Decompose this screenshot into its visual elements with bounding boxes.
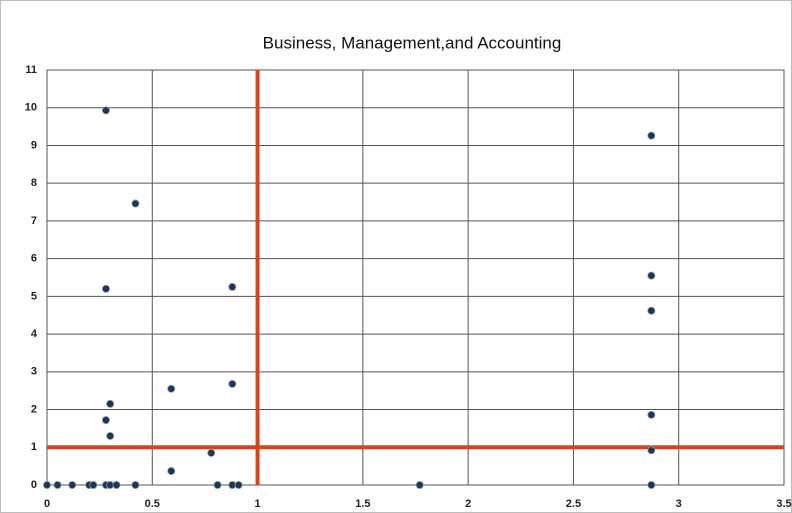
y-tick-label: 3 (31, 366, 37, 378)
point (228, 379, 237, 388)
y-tick-label: 9 (31, 139, 37, 151)
point (167, 384, 176, 393)
x-tick-label: 3.5 (776, 498, 791, 510)
point (647, 271, 656, 280)
x-tick-label: 1.5 (355, 498, 370, 510)
point (228, 282, 237, 291)
x-tick-label: 0 (44, 498, 50, 510)
point (234, 480, 243, 489)
point (101, 106, 110, 115)
point (112, 480, 121, 489)
x-tick-label: 0.5 (145, 498, 160, 510)
point (131, 199, 140, 208)
plot-area (46, 69, 785, 486)
point (106, 399, 115, 408)
y-tick-label: 10 (25, 102, 37, 114)
point (167, 467, 176, 476)
point (415, 480, 424, 489)
point (101, 416, 110, 425)
x-tick-label: 2.5 (566, 498, 581, 510)
y-tick-label: 2 (31, 403, 37, 415)
point (53, 480, 62, 489)
y-tick-label: 5 (31, 290, 37, 302)
point (647, 306, 656, 315)
point (213, 480, 222, 489)
x-tick-label: 2 (465, 498, 471, 510)
y-tick-label: 1 (31, 441, 37, 453)
point (207, 448, 216, 457)
y-tick-label: 0 (31, 479, 37, 491)
point (106, 431, 115, 440)
point (647, 446, 656, 455)
point (43, 480, 52, 489)
point (101, 284, 110, 293)
y-tick-label: 4 (31, 328, 38, 340)
point (68, 480, 77, 489)
point (89, 480, 98, 489)
chart-title: Business, Management,and Accounting (263, 33, 562, 52)
y-tick-label: 7 (31, 215, 37, 227)
x-tick-label: 1 (255, 498, 261, 510)
y-tick-label: 6 (31, 253, 37, 265)
point (647, 410, 656, 419)
x-tick-label: 3 (676, 498, 682, 510)
point (647, 480, 656, 489)
point (647, 131, 656, 140)
point (131, 480, 140, 489)
y-tick-label: 11 (25, 64, 37, 76)
y-tick-label: 8 (31, 177, 37, 189)
